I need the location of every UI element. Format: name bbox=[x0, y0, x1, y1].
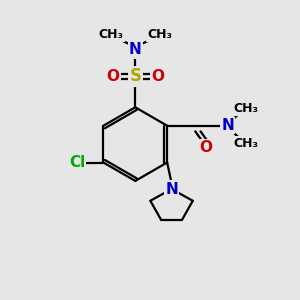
Text: Cl: Cl bbox=[69, 155, 85, 170]
Text: N: N bbox=[221, 118, 234, 133]
Text: CH₃: CH₃ bbox=[233, 137, 258, 150]
Text: N: N bbox=[165, 182, 178, 196]
Text: S: S bbox=[129, 68, 141, 85]
Text: O: O bbox=[107, 69, 120, 84]
Text: CH₃: CH₃ bbox=[233, 101, 258, 115]
Text: O: O bbox=[151, 69, 164, 84]
Text: CH₃: CH₃ bbox=[147, 28, 172, 41]
Text: CH₃: CH₃ bbox=[99, 28, 124, 41]
Text: O: O bbox=[199, 140, 212, 155]
Text: N: N bbox=[129, 42, 142, 57]
